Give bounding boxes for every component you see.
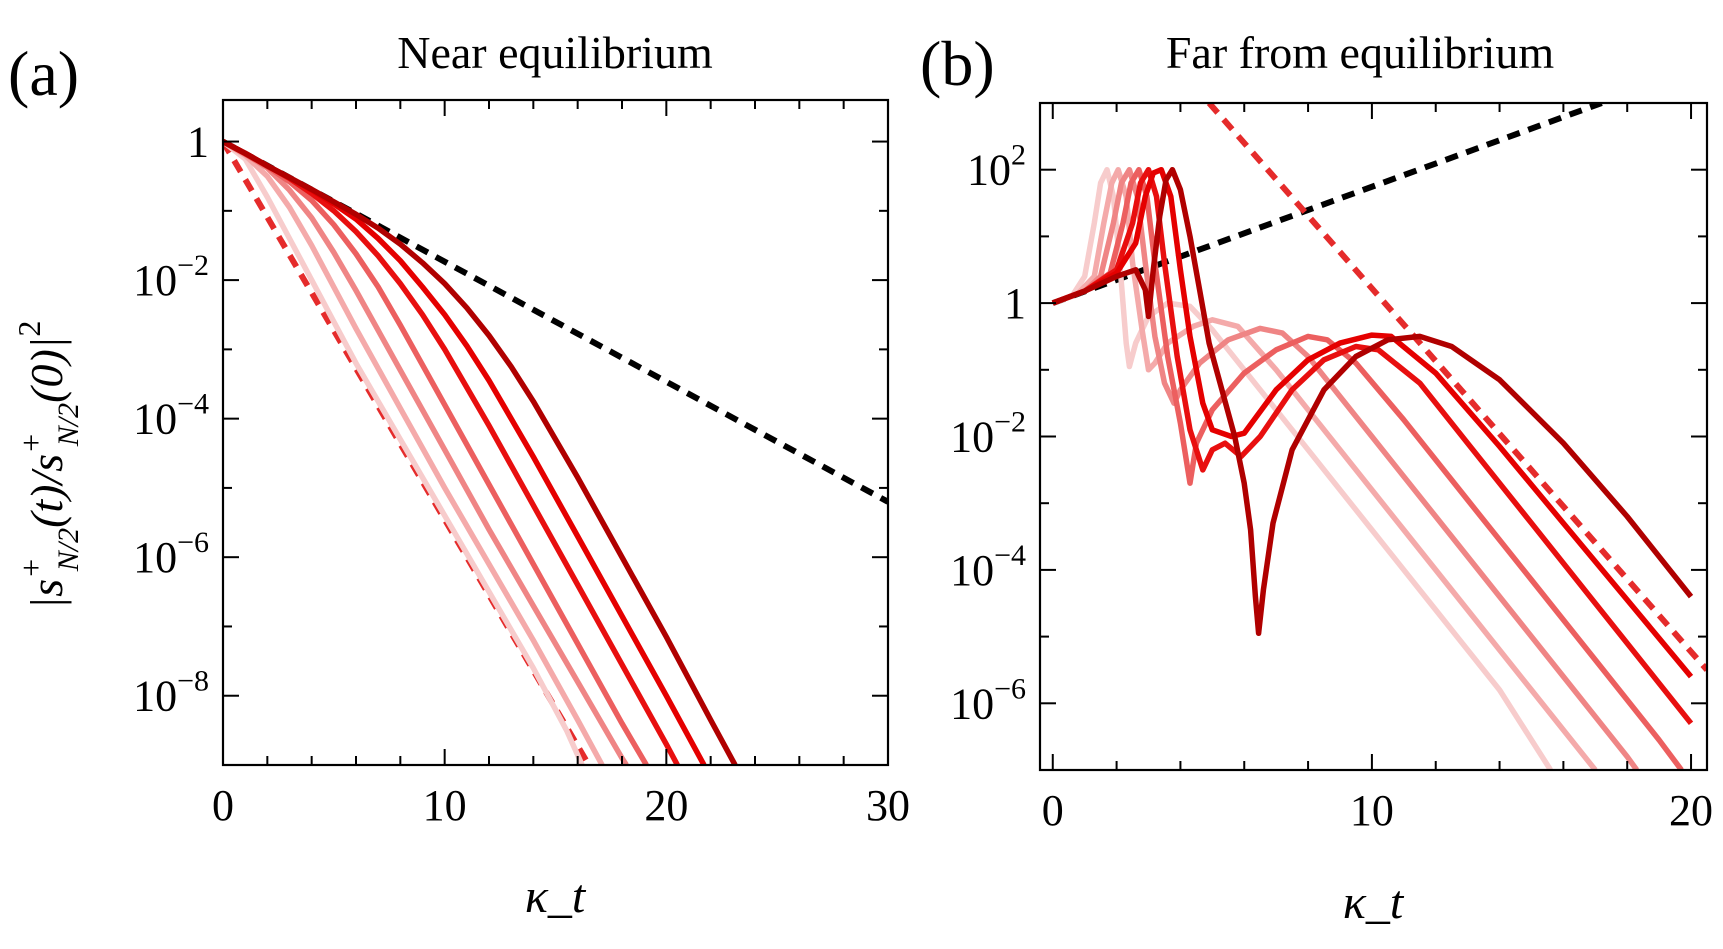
panel-b-label: (b) [920,28,995,99]
y-tick-label: 102 [967,139,1026,195]
series-line-b-7 [1051,166,1694,679]
panel-a-plot: 0 10 20 30 1 10−2 10−4 10−6 10−8 [133,98,910,830]
y-tick-label: 10−4 [133,388,209,444]
plot-frame-a [221,98,890,767]
series-line-a-8 [223,139,738,765]
panel-b-x-axis-label: κ_t [1343,876,1405,929]
series-line-b-3 [1051,166,1598,770]
panel-a-label: (a) [8,38,79,109]
x-tick-label: 20 [644,781,688,830]
x-tick-label: 0 [1042,786,1064,835]
x-tick-label: 10 [423,781,467,830]
series-line-b-6 [1051,166,1694,726]
series-line-a-0 [223,138,888,505]
x-tick-label: 20 [1669,786,1713,835]
y-axis-label: |s+ N/2(t)/s+ N/2(0)|2 [11,321,85,610]
panel-a-x-axis-label: κ_t [525,870,587,923]
series-line-b-2 [1051,166,1553,770]
panel-a-title: Near equilibrium [397,27,713,78]
y-tick-label: 1 [1004,279,1026,328]
series-line-a-7 [223,139,707,765]
series-line-a-3 [223,139,605,765]
x-tick-label: 10 [1350,786,1394,835]
series-line-a-6 [223,139,680,765]
y-tick-label: 10−8 [133,665,209,721]
y-tick-label: 10−6 [950,672,1026,728]
panel-b-plot: 0 10 20 102 1 10−2 10−4 10−6 [950,101,1713,835]
y-tick-label: 10−2 [950,406,1026,462]
panel-b-title: Far from equilibrium [1166,27,1555,78]
y-tick-label: 10−2 [133,249,209,305]
y-tick-label: 10−4 [950,539,1026,595]
y-tick-label: 1 [187,118,209,167]
x-tick-label: 0 [212,781,234,830]
series-line-b-5 [1051,166,1684,770]
series-line-b-1 [1206,103,1707,672]
y-tick-label: 10−6 [133,526,209,582]
series-line-b-8 [1051,166,1694,637]
x-tick-label: 30 [866,781,910,830]
series-line-a-2 [223,139,585,765]
